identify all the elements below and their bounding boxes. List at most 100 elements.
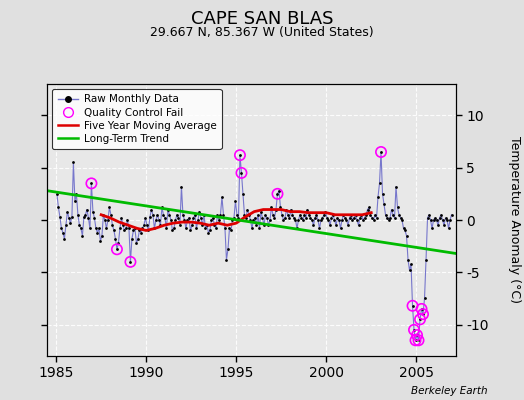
Point: [350, 215, 358, 221]
Point: [351, 212, 359, 218]
Point: [126, 259, 135, 265]
Point: [340, 212, 348, 218]
Point: [251, 215, 259, 221]
Point: [345, 215, 354, 221]
Point: [432, 217, 441, 223]
Point: [149, 212, 157, 218]
Point: [132, 240, 140, 246]
Point: [200, 212, 208, 218]
Point: [261, 212, 270, 218]
Point: [227, 227, 235, 234]
Point: [300, 212, 309, 218]
Point: [414, 337, 423, 344]
Point: [263, 215, 271, 221]
Point: [255, 225, 264, 232]
Point: [427, 217, 435, 223]
Y-axis label: Temperature Anomaly (°C): Temperature Anomaly (°C): [508, 136, 521, 304]
Point: [59, 229, 67, 236]
Text: CAPE SAN BLAS: CAPE SAN BLAS: [191, 10, 333, 28]
Legend: Raw Monthly Data, Quality Control Fail, Five Year Moving Average, Long-Term Tren: Raw Monthly Data, Quality Control Fail, …: [52, 89, 222, 149]
Point: [104, 217, 112, 223]
Point: [84, 215, 93, 221]
Point: [246, 217, 255, 223]
Point: [233, 212, 241, 218]
Point: [87, 180, 95, 186]
Point: [429, 217, 438, 223]
Point: [338, 217, 346, 223]
Point: [414, 337, 423, 344]
Point: [171, 217, 180, 223]
Point: [150, 225, 159, 232]
Point: [176, 222, 184, 228]
Point: [156, 222, 165, 228]
Point: [285, 215, 293, 221]
Point: [318, 215, 326, 221]
Point: [293, 225, 301, 232]
Point: [158, 204, 166, 211]
Point: [439, 217, 447, 223]
Point: [257, 208, 265, 215]
Point: [53, 191, 61, 197]
Point: [282, 206, 291, 213]
Point: [321, 208, 330, 215]
Point: [381, 212, 390, 218]
Point: [192, 225, 201, 232]
Point: [413, 332, 421, 338]
Point: [63, 208, 72, 215]
Point: [108, 222, 117, 228]
Point: [419, 311, 427, 317]
Point: [135, 227, 144, 234]
Point: [294, 217, 303, 223]
Point: [162, 225, 171, 232]
Point: [267, 204, 276, 211]
Point: [96, 238, 105, 244]
Point: [183, 217, 192, 223]
Point: [224, 246, 232, 252]
Point: [380, 201, 388, 208]
Point: [89, 208, 97, 215]
Point: [231, 198, 239, 204]
Point: [254, 212, 262, 218]
Point: [390, 215, 399, 221]
Point: [324, 217, 333, 223]
Point: [423, 215, 432, 221]
Text: 29.667 N, 85.367 W (United States): 29.667 N, 85.367 W (United States): [150, 26, 374, 39]
Point: [434, 222, 442, 228]
Point: [307, 215, 315, 221]
Point: [92, 225, 100, 232]
Point: [333, 215, 342, 221]
Point: [248, 225, 256, 232]
Point: [242, 215, 250, 221]
Point: [208, 217, 216, 223]
Point: [260, 222, 268, 228]
Point: [102, 225, 111, 232]
Point: [366, 212, 375, 218]
Point: [329, 212, 337, 218]
Point: [87, 180, 95, 186]
Point: [288, 212, 297, 218]
Point: [375, 180, 384, 186]
Point: [237, 170, 246, 176]
Point: [287, 206, 295, 213]
Point: [441, 215, 450, 221]
Point: [65, 215, 73, 221]
Point: [344, 222, 352, 228]
Point: [357, 212, 366, 218]
Point: [435, 215, 444, 221]
Point: [363, 206, 372, 213]
Point: [195, 208, 204, 215]
Point: [335, 217, 343, 223]
Point: [174, 215, 183, 221]
Point: [341, 215, 349, 221]
Point: [284, 212, 292, 218]
Point: [86, 225, 94, 232]
Point: [311, 215, 319, 221]
Point: [90, 215, 99, 221]
Point: [406, 267, 414, 274]
Point: [54, 204, 62, 211]
Point: [105, 204, 114, 211]
Point: [404, 256, 412, 263]
Point: [57, 225, 66, 232]
Point: [384, 217, 392, 223]
Point: [146, 214, 154, 220]
